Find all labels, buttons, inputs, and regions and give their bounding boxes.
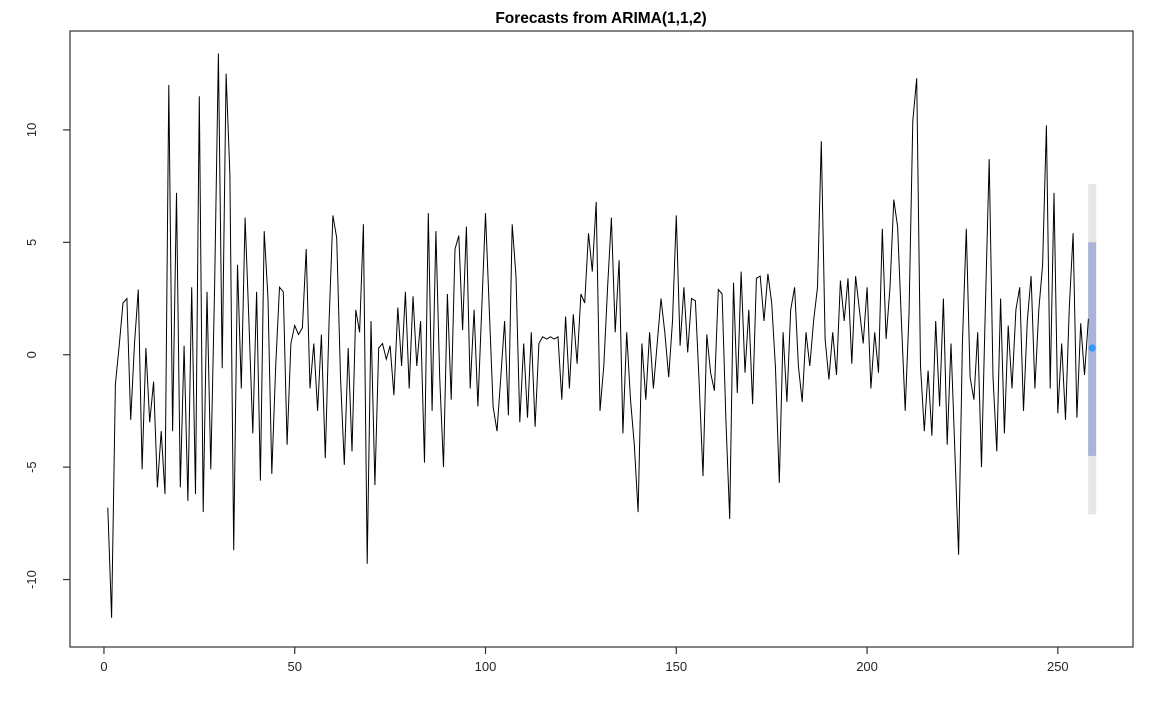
x-axis: 0 50 100 150 200 250 <box>100 647 1069 674</box>
series-line <box>107 53 1089 618</box>
y-axis-tick-label: 0 <box>24 351 39 358</box>
y-axis-tick-label: -10 <box>24 570 39 589</box>
forecast-point <box>1088 344 1096 352</box>
x-axis-tick-label: 50 <box>287 659 301 674</box>
plot-area-border <box>69 30 1134 648</box>
x-axis-tick-label: 150 <box>665 659 687 674</box>
x-axis-tick-label: 100 <box>475 659 497 674</box>
y-axis-tick-label: 10 <box>24 123 39 137</box>
x-axis-tick-label: 250 <box>1047 659 1069 674</box>
y-axis-tick-label: -5 <box>24 461 39 473</box>
y-axis: -10 -5 0 5 10 <box>24 123 70 589</box>
y-axis-tick-label: 5 <box>24 239 39 246</box>
x-axis-tick-label: 200 <box>856 659 878 674</box>
chart-title: Forecasts from ARIMA(1,1,2) <box>495 10 706 27</box>
x-axis-tick-label: 0 <box>100 659 107 674</box>
